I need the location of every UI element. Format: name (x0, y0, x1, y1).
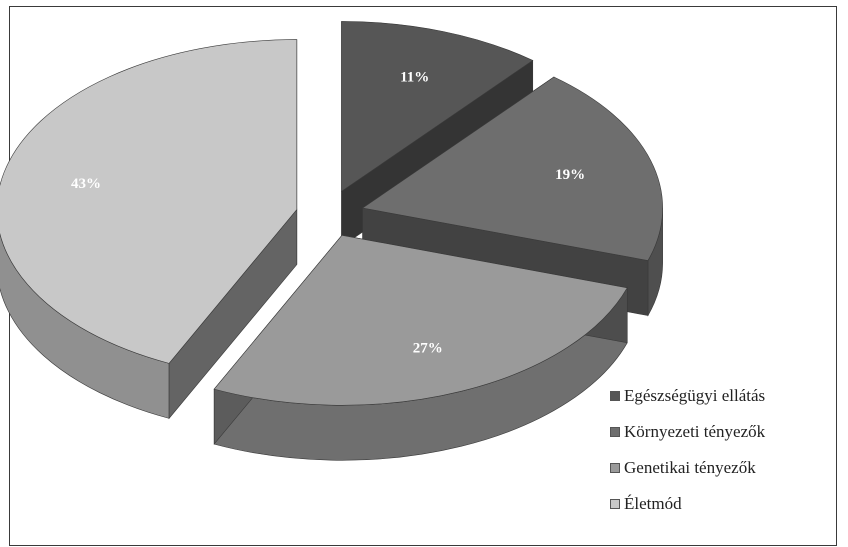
slice-group-genetikai (213, 234, 628, 461)
legend-swatch-genetikai (610, 463, 620, 473)
slice-genetikai (213, 234, 628, 406)
legend-label-eletmod: Életmód (624, 494, 682, 513)
legend-label-egeszsegugyi: Egészségügyi ellátás (624, 386, 766, 405)
slice-group-eletmod (0, 39, 298, 420)
legend-swatch-eletmod (610, 499, 620, 509)
data-label-kornyezeti: 19% (555, 167, 585, 183)
slice-egeszsegugyi (341, 21, 534, 193)
slice-eletmod (0, 39, 298, 364)
data-label-egeszsegugyi: 11% (400, 69, 429, 85)
legend: Egészségügyi ellátás Környezeti tényezők… (610, 378, 825, 522)
legend-item-kornyezeti: Környezeti tényezők (610, 414, 825, 450)
legend-item-genetikai: Genetikai tényezők (610, 450, 825, 486)
data-label-genetikai: 27% (413, 341, 443, 357)
slice-kornyezeti (361, 76, 663, 261)
legend-swatch-kornyezeti (610, 427, 620, 437)
legend-label-genetikai: Genetikai tényezők (624, 458, 756, 477)
legend-label-kornyezeti: Környezeti tényezők (624, 422, 766, 441)
legend-item-egeszsegugyi: Egészségügyi ellátás (610, 378, 825, 414)
data-label-eletmod: 43% (71, 176, 101, 192)
legend-item-eletmod: Életmód (610, 486, 825, 522)
legend-swatch-egeszsegugyi (610, 391, 620, 401)
